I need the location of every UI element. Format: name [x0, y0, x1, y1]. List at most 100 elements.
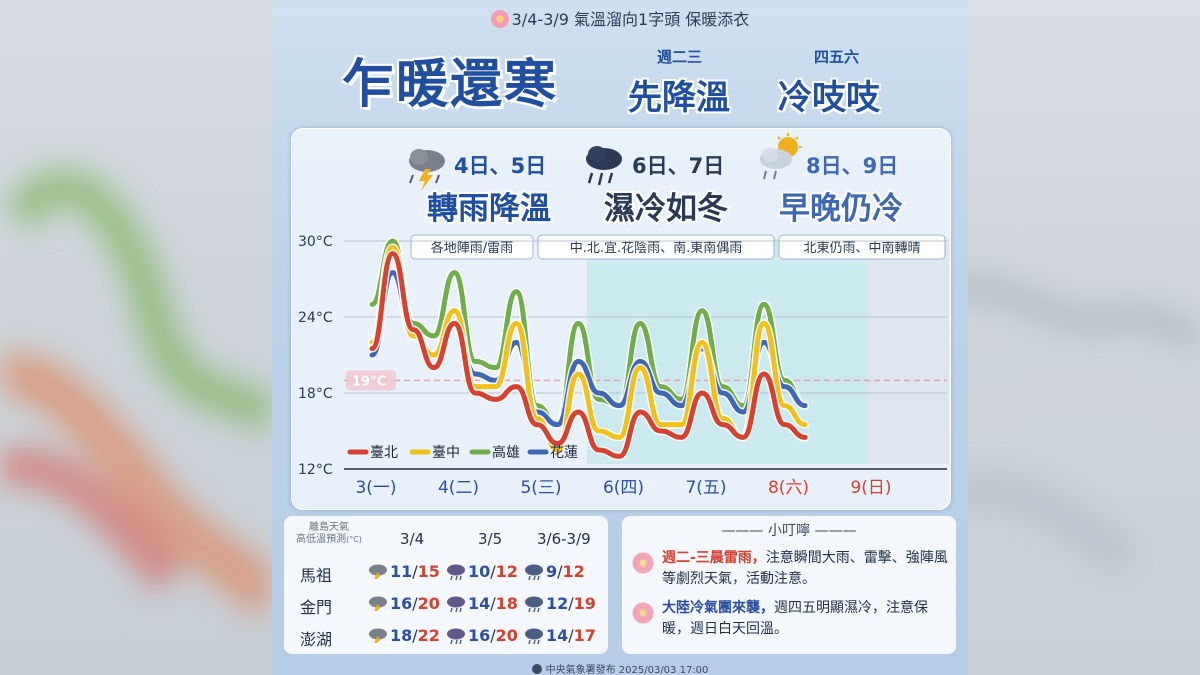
separator: / — [412, 594, 418, 613]
low-temp: 14 — [468, 594, 491, 613]
x-tick-label: 4(二) — [438, 478, 479, 498]
island-temp-cell: 18/22 — [390, 626, 440, 645]
high-temp: 17 — [573, 626, 596, 645]
rain-cloud-icon — [524, 596, 544, 613]
island-temp-cell: 12/19 — [546, 594, 596, 613]
page-title: 乍暖還寒 — [342, 55, 559, 115]
period-1: 4日、5日 轉雨降溫 — [409, 149, 553, 229]
legend-label: 高雄 — [492, 444, 520, 461]
period-2: 6日、7日 濕冷如冬 — [586, 146, 730, 229]
weekend-band — [867, 239, 949, 464]
rain-thunder-icon — [446, 564, 466, 581]
separator: / — [490, 594, 496, 613]
thunderstorm-icon — [409, 149, 445, 191]
sun-cloud-rain-icon — [760, 133, 802, 180]
x-tick-label: 6(四) — [603, 478, 644, 498]
high-temp: 20 — [417, 594, 440, 613]
low-temp: 11 — [390, 562, 413, 581]
island-temp-cell: 11/15 — [390, 562, 440, 581]
reference-label: 19°C — [352, 374, 386, 389]
column-header: 3/6-3/9 — [537, 530, 591, 548]
separator: / — [412, 562, 418, 581]
island-name: 澎湖 — [300, 630, 333, 649]
footer-text: 中央氣象署發布 2025/03/03 17:00 — [545, 665, 709, 675]
high-temp: 22 — [417, 626, 440, 645]
series-line-0 — [369, 251, 808, 459]
legend-label: 花蓮 — [550, 445, 578, 461]
rain-cloud-icon — [586, 146, 622, 186]
low-temp: 10 — [468, 562, 491, 581]
tip-2-bold: 大陸冷氣團來襲， — [662, 600, 774, 616]
reference-label-box — [346, 370, 396, 391]
tip-1: 週二-三晨雷雨，注意瞬間大雨、雷擊、強陣風等劇烈天氣，活動注意。 — [662, 548, 952, 590]
period-2-dates: 6日、7日 — [632, 154, 724, 178]
tip-2: 大陸冷氣團來襲，週四五明顯濕冷，注意保暖，週日白天回溫。 — [662, 598, 952, 640]
island-temp-cell: 14/17 — [546, 626, 596, 645]
x-tick-label: 5(三) — [520, 478, 561, 498]
thunderstorm-icon — [368, 564, 388, 580]
separator: / — [568, 594, 574, 613]
thunderstorm-icon — [368, 596, 388, 612]
period-1-dates: 4日、5日 — [454, 154, 546, 178]
tip-1-bold: 週二-三晨雷雨， — [662, 550, 766, 566]
island-name: 馬祖 — [300, 566, 333, 585]
low-temp: 9 — [546, 562, 558, 581]
period-3-headline: 早晚仍冷 — [779, 191, 903, 227]
period-2-headline: 濕冷如冬 — [604, 191, 728, 227]
rain-cloud-icon — [524, 628, 544, 645]
island-forecast-panel: 離島天氣 高低溫預測(°C) 3/4 3/5 3/6-3/9 馬祖 11/15 10… — [284, 516, 608, 654]
island-note-line2: 高低溫預測 — [296, 534, 347, 545]
period-3: 8日、9日 早晚仍冷 — [760, 133, 905, 229]
part1-days: 週二三 — [657, 48, 703, 66]
chart-grid: 30°C 24°C 18°C 12°C — [298, 234, 947, 478]
reference-line-group: 19°C — [344, 370, 947, 391]
y-tick-label: 24°C — [298, 310, 333, 326]
tips-panel: ——— 小叮嚀 ——— 週二-三晨雷雨，注意瞬間大雨、雷擊、強陣風等劇烈天氣，活… — [622, 516, 956, 654]
x-tick-label: 9(日) — [850, 478, 891, 498]
separator: / — [568, 626, 574, 645]
separator: / — [412, 626, 418, 645]
island-temp-cell: 9/12 — [546, 562, 585, 581]
y-tick-label: 18°C — [298, 386, 333, 402]
period-1-headline: 轉雨降溫 — [427, 191, 551, 227]
top-line-text: 3/4-3/9 氣溫溜向1字頭 保暖添衣 — [511, 10, 750, 29]
separator: / — [557, 562, 563, 581]
background-left-blur — [0, 0, 272, 675]
high-temp: 20 — [495, 626, 518, 645]
chart-series — [368, 237, 810, 461]
low-temp: 18 — [390, 626, 413, 645]
period-3-dates: 8日、9日 — [806, 154, 898, 178]
tip-2-text: 週四五明顯濕冷，注意保暖，週日白天回溫。 — [662, 600, 928, 637]
rain-cloud-icon — [524, 564, 544, 581]
column-header: 3/4 — [400, 530, 425, 548]
y-tick-label: 12°C — [298, 462, 333, 478]
temperature-chart: 4日、5日 轉雨降溫 6日、7日 濕冷如冬 — [298, 133, 949, 498]
island-temp-cell: 16/20 — [468, 626, 518, 645]
x-tick-label: 3(一) — [355, 478, 396, 498]
tip-1-text: 注意瞬間大雨、雷擊、強陣風等劇烈天氣，活動注意。 — [662, 550, 948, 587]
cherry-blossom-icon — [632, 602, 654, 624]
legend-label: 臺北 — [370, 445, 398, 461]
thunderstorm-icon — [368, 628, 388, 644]
low-temp: 12 — [546, 594, 569, 613]
island-temp-cell: 16/20 — [390, 594, 440, 613]
weather-poster: 3/4-3/9 氣溫溜向1字頭 保暖添衣 乍暖還寒 週二三 先降溫 四五六 冷吱… — [272, 0, 968, 675]
low-temp: 16 — [390, 594, 413, 613]
part2-days: 四五六 — [814, 48, 860, 66]
rain-thunder-icon — [446, 628, 466, 645]
part2-text: 冷吱吱 — [778, 78, 880, 118]
y-tick-label: 30°C — [298, 234, 333, 250]
x-tick-label: 7(五) — [685, 478, 726, 498]
footer: 中央氣象署發布 2025/03/03 17:00 — [272, 661, 968, 675]
tips-title: ——— 小叮嚀 ——— — [721, 523, 857, 539]
x-axis-labels: 3(一) 4(二) 5(三) 6(四) 7(五) 8(六) 9(日) — [355, 478, 891, 498]
high-temp: 15 — [417, 562, 440, 581]
cherry-blossom-icon — [632, 552, 654, 574]
high-temp: 19 — [573, 594, 596, 613]
part1-text: 先降溫 — [628, 78, 730, 118]
chart-legend: 臺北 臺中 高雄 花蓮 — [347, 444, 578, 461]
legend-label: 臺中 — [432, 445, 460, 461]
separator: / — [490, 626, 496, 645]
top-line: 3/4-3/9 氣溫溜向1字頭 保暖添衣 — [272, 6, 968, 30]
island-temp-cell: 14/18 — [468, 594, 518, 613]
